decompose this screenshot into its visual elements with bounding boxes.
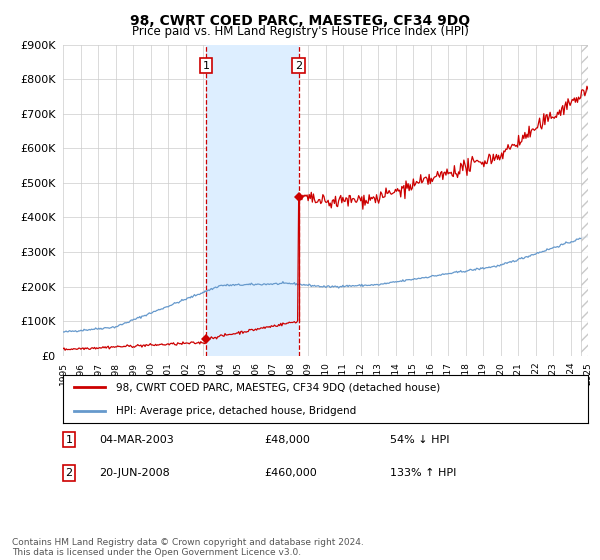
Text: 54% ↓ HPI: 54% ↓ HPI [390, 435, 449, 445]
Text: 98, CWRT COED PARC, MAESTEG, CF34 9DQ (detached house): 98, CWRT COED PARC, MAESTEG, CF34 9DQ (d… [115, 382, 440, 392]
Text: £48,000: £48,000 [264, 435, 310, 445]
Text: Price paid vs. HM Land Registry's House Price Index (HPI): Price paid vs. HM Land Registry's House … [131, 25, 469, 38]
Text: HPI: Average price, detached house, Bridgend: HPI: Average price, detached house, Brid… [115, 406, 356, 416]
Text: Contains HM Land Registry data © Crown copyright and database right 2024.
This d: Contains HM Land Registry data © Crown c… [12, 538, 364, 557]
Text: 20-JUN-2008: 20-JUN-2008 [99, 468, 170, 478]
Text: 2: 2 [295, 60, 302, 71]
Bar [581, 45, 588, 356]
Text: 04-MAR-2003: 04-MAR-2003 [99, 435, 174, 445]
Text: 98, CWRT COED PARC, MAESTEG, CF34 9DQ: 98, CWRT COED PARC, MAESTEG, CF34 9DQ [130, 14, 470, 28]
Text: 1: 1 [65, 435, 73, 445]
Text: 133% ↑ HPI: 133% ↑ HPI [390, 468, 457, 478]
Text: 2: 2 [65, 468, 73, 478]
Text: 1: 1 [202, 60, 209, 71]
Bar [206, 45, 299, 356]
Text: £460,000: £460,000 [264, 468, 317, 478]
